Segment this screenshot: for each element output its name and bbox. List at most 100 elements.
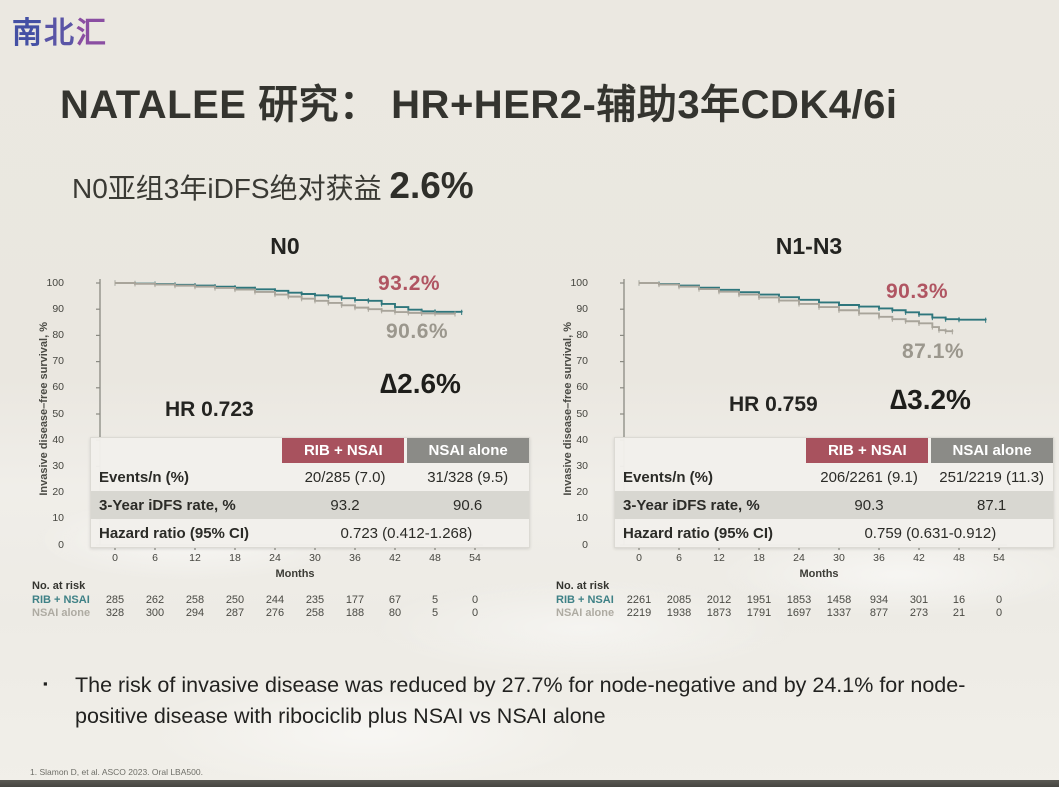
at-risk-value: 294 xyxy=(185,606,205,619)
y-tick-label: 70 xyxy=(52,355,64,368)
at-risk-value: 0 xyxy=(471,594,479,606)
header-rib-nsai: RIB + NSAI xyxy=(282,438,405,463)
x-tick-label: 36 xyxy=(349,552,361,564)
at-risk-value: 1853 xyxy=(786,594,812,606)
y-tick-label: 0 xyxy=(58,538,64,551)
table-header-row: RIB + NSAI NSAI alone xyxy=(615,438,1053,463)
subtitle-text: N0亚组3年iDFS绝对获益 xyxy=(72,173,390,204)
x-tick-label: 6 xyxy=(676,552,682,564)
chart-title: N0 xyxy=(270,233,300,259)
subtitle: N0亚组3年iDFS绝对获益 2.6% xyxy=(72,165,474,207)
y-tick-label: 0 xyxy=(582,538,588,551)
at-risk-value: 258 xyxy=(185,594,205,606)
x-tick-label: 24 xyxy=(793,552,805,564)
y-tick-label: 100 xyxy=(46,276,64,289)
at-risk-value: 2261 xyxy=(626,594,652,606)
y-tick-label: 30 xyxy=(576,459,588,472)
x-tick-label: 48 xyxy=(953,552,965,564)
at-risk-value: 5 xyxy=(431,594,439,606)
at-risk-value: 1337 xyxy=(826,606,852,619)
at-risk-value: 0 xyxy=(471,606,479,619)
header-nsai-alone: NSAI alone xyxy=(407,438,529,463)
at-risk-value: 1697 xyxy=(786,606,812,619)
x-tick-label: 0 xyxy=(112,552,118,564)
x-tick-label: 6 xyxy=(152,552,158,564)
table-header-row: RIB + NSAI NSAI alone xyxy=(91,438,529,463)
at-risk-value: 21 xyxy=(952,606,966,619)
at-risk-value: 1458 xyxy=(826,594,852,606)
y-tick-label: 10 xyxy=(576,512,588,525)
y-tick-label: 30 xyxy=(52,459,64,472)
y-tick-label: 50 xyxy=(52,407,64,420)
at-risk-value: 235 xyxy=(305,594,325,606)
at-risk-value: 934 xyxy=(869,594,889,606)
bottom-edge-bar xyxy=(0,780,1059,787)
at-risk-value: 285 xyxy=(105,594,125,606)
y-tick-label: 70 xyxy=(576,355,588,368)
at-risk-value: 0 xyxy=(995,606,1003,619)
y-tick-label: 50 xyxy=(576,407,588,420)
summary-table: RIB + NSAI NSAI alone Events/n (%) 20/28… xyxy=(90,437,530,548)
x-tick-label: 18 xyxy=(229,552,241,564)
y-tick-label: 10 xyxy=(52,512,64,525)
key-finding-text: The risk of invasive disease was reduced… xyxy=(75,673,966,729)
x-tick-label: 54 xyxy=(469,552,481,564)
at-risk-value: 16 xyxy=(952,594,966,606)
at-risk-value: 262 xyxy=(145,594,165,606)
y-tick-label: 80 xyxy=(52,328,64,341)
nsai-rate-label: 87.1% xyxy=(902,340,965,363)
at-risk-value: 5 xyxy=(431,606,439,619)
at-risk-value: 177 xyxy=(345,594,365,606)
km-panel-n1n3: N1-N3 Invasive disease–free survival, % … xyxy=(554,228,1059,650)
rib-rate-label: 90.3% xyxy=(886,280,949,303)
x-tick-label: 24 xyxy=(269,552,281,564)
x-tick-label: 18 xyxy=(753,552,765,564)
y-tick-label: 60 xyxy=(576,381,588,394)
at-risk-value: 0 xyxy=(995,594,1003,606)
x-axis-label: Months xyxy=(799,568,839,580)
at-risk-value: 273 xyxy=(909,606,929,619)
at-risk-series-label: NSAI alone xyxy=(32,606,91,619)
rib-rate-label: 93.2% xyxy=(378,272,441,295)
x-tick-label: 12 xyxy=(189,552,201,564)
header-nsai-alone: NSAI alone xyxy=(931,438,1053,463)
at-risk-value: 1791 xyxy=(746,606,772,619)
at-risk-title: No. at risk xyxy=(32,580,86,592)
at-risk-title: No. at risk xyxy=(556,580,610,592)
y-tick-label: 20 xyxy=(52,486,64,499)
logo-char: 北 xyxy=(44,17,76,50)
table-row: 3-Year iDFS rate, % 90.3 87.1 xyxy=(615,491,1053,519)
at-risk-value: 301 xyxy=(909,594,929,606)
at-risk-value: 258 xyxy=(305,606,325,619)
x-tick-label: 48 xyxy=(429,552,441,564)
x-tick-label: 42 xyxy=(913,552,925,564)
x-tick-label: 36 xyxy=(873,552,885,564)
x-tick-label: 12 xyxy=(713,552,725,564)
at-risk-value: 1873 xyxy=(706,606,732,619)
delta-annotation: ∆3.2% xyxy=(890,384,971,415)
x-tick-label: 42 xyxy=(389,552,401,564)
at-risk-value: 2085 xyxy=(666,594,692,606)
y-tick-label: 20 xyxy=(576,486,588,499)
at-risk-series-label: NSAI alone xyxy=(556,606,615,619)
at-risk-value: 2012 xyxy=(706,594,732,606)
nsai-rate-label: 90.6% xyxy=(386,320,449,343)
x-axis-label: Months xyxy=(275,568,315,580)
y-tick-label: 90 xyxy=(52,302,64,315)
chart-title: N1-N3 xyxy=(775,233,843,259)
y-tick-label: 100 xyxy=(570,276,588,289)
y-tick-label: 40 xyxy=(52,433,64,446)
table-row: Hazard ratio (95% CI) 0.723 (0.412-1.268… xyxy=(99,524,473,542)
at-risk-value: 250 xyxy=(225,594,245,606)
logo-char: 南 xyxy=(12,17,44,50)
hazard-ratio-annotation: HR 0.759 xyxy=(729,393,818,416)
header-rib-nsai: RIB + NSAI xyxy=(806,438,929,463)
at-risk-value: 276 xyxy=(265,606,285,619)
delta-annotation: ∆2.6% xyxy=(380,368,461,399)
table-row: Hazard ratio (95% CI) 0.759 (0.631-0.912… xyxy=(623,524,997,542)
reference-footnote: 1. Slamon D, et al. ASCO 2023. Oral LBA5… xyxy=(30,767,203,777)
at-risk-value: 2219 xyxy=(626,606,652,619)
y-tick-label: 90 xyxy=(576,302,588,315)
bullet-marker: ▪ xyxy=(43,676,48,691)
